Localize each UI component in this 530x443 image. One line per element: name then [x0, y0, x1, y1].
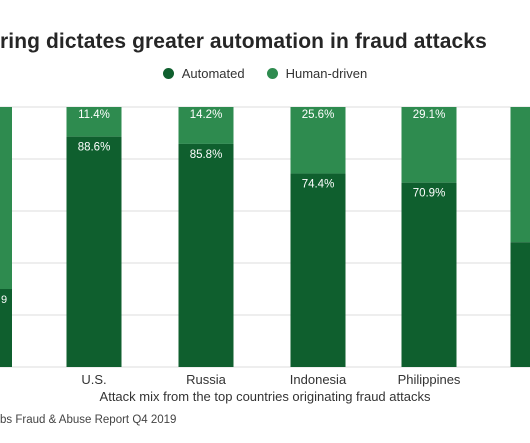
data-label-automated: 88.6%	[78, 142, 111, 154]
bar-automated	[401, 182, 457, 367]
x-tick-label: Russia	[186, 372, 227, 387]
data-label-automated: 70.9%	[413, 188, 446, 200]
data-label-automated: 85.8%	[190, 149, 223, 161]
legend: Automated Human-driven	[0, 66, 530, 81]
bar-automated	[66, 136, 122, 367]
bar-partial-human	[0, 107, 12, 289]
legend-swatch-human-driven	[266, 68, 278, 79]
bar-partial-label: 9	[1, 294, 7, 306]
x-tick-label: U.S.	[81, 372, 106, 387]
data-label-human-driven: 14.2%	[190, 109, 223, 121]
x-tick-label: Indonesia	[290, 372, 347, 387]
bar-human-driven	[401, 107, 457, 183]
bar-human-driven	[66, 107, 122, 137]
legend-item-automated: Automated	[162, 66, 245, 81]
legend-swatch-automated	[162, 68, 174, 79]
data-label-human-driven: 11.4%	[78, 109, 110, 121]
data-label-human-driven: 25.6%	[302, 109, 335, 121]
x-axis-label: Attack mix from the top countries origin…	[99, 389, 431, 404]
bar-human-driven	[178, 107, 234, 144]
x-tick-label: Philippines	[398, 372, 461, 387]
data-label-automated: 74.4%	[302, 179, 335, 191]
legend-item-human-driven: Human-driven	[266, 66, 368, 81]
bar-automated	[178, 143, 234, 367]
chart-title: ring dictates greater automation in frau…	[0, 30, 487, 53]
bar-human-driven	[290, 107, 346, 174]
bar-human-driven	[510, 107, 530, 243]
bar-automated	[510, 242, 530, 367]
data-label-human-driven: 29.1%	[413, 109, 446, 121]
bar-partial-automated	[0, 289, 12, 367]
bar-automated	[290, 173, 346, 367]
legend-label-human-driven: Human-driven	[285, 66, 368, 81]
legend-label-automated: Automated	[181, 66, 245, 81]
source-note: bs Fraud & Abuse Report Q4 2019	[0, 414, 177, 426]
